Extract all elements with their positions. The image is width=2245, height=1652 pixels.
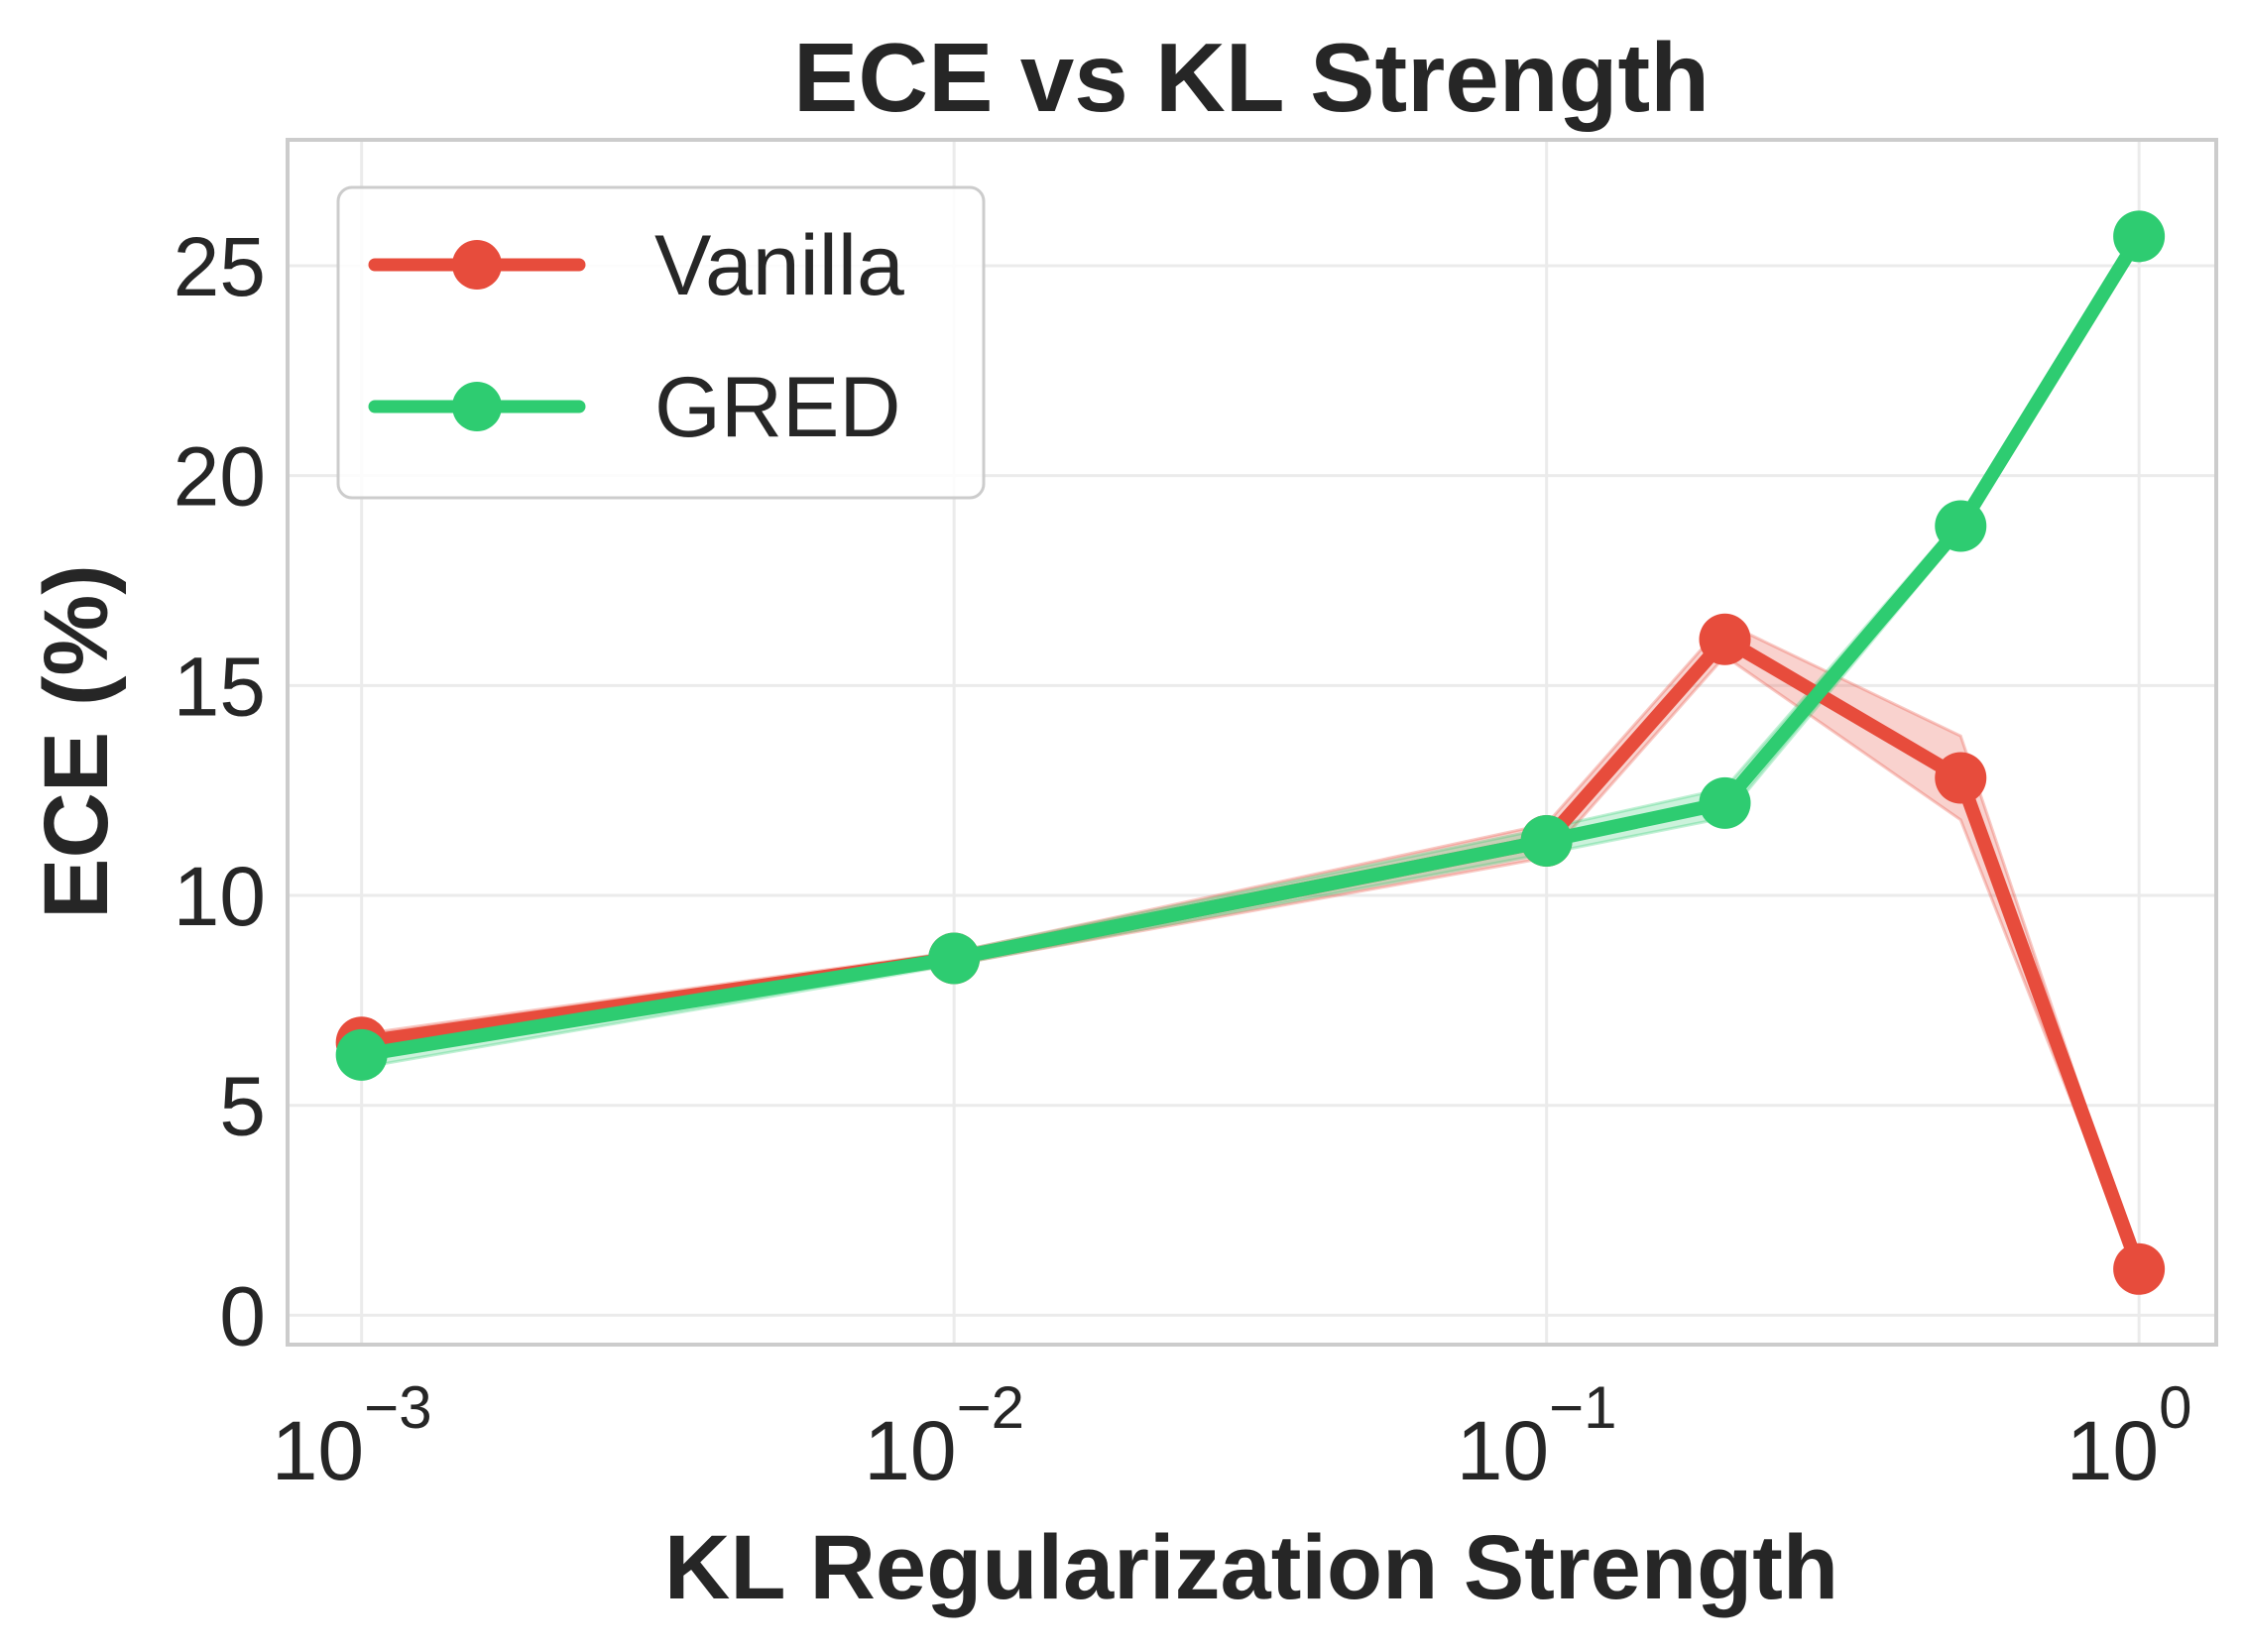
legend: Vanilla GRED [336, 185, 986, 500]
point-gred [335, 1028, 388, 1081]
point-gred [1699, 776, 1751, 829]
plot-frame [286, 138, 2218, 1347]
y-tick-label: 5 [219, 1060, 266, 1153]
point-vanilla [2113, 1242, 2166, 1295]
y-tick-labels: 0 5 10 15 20 25 [174, 220, 266, 1362]
x-tick-label: 10−3 [272, 1374, 432, 1497]
y-tick-label: 20 [174, 430, 266, 524]
y-tick-label: 0 [219, 1269, 266, 1362]
point-gred [2113, 210, 2166, 263]
legend-label-gred: GRED [654, 360, 900, 455]
point-gred [928, 932, 981, 985]
series-lines [335, 210, 2166, 1295]
legend-marker-vanilla [452, 240, 502, 290]
point-vanilla [1699, 613, 1751, 665]
y-axis-label: ECE (%) [26, 564, 127, 919]
point-gred [1935, 500, 1987, 552]
x-tick-label: 10−2 [864, 1374, 1024, 1497]
chart-title: ECE vs KL Strength [793, 23, 1710, 132]
y-tick-label: 15 [174, 640, 266, 733]
point-gred [1520, 814, 1573, 867]
x-tick-label: 100 [2067, 1374, 2192, 1497]
y-tick-label: 10 [174, 850, 266, 943]
line-gred [360, 232, 2146, 1062]
x-axis-label: KL Regularization Strength [664, 1517, 1838, 1618]
legend-marker-gred [452, 382, 502, 431]
y-tick-label: 25 [174, 220, 266, 313]
legend-label-vanilla: Vanilla [654, 218, 904, 313]
x-tick-labels: 10−3 10−2 10−1 100 [272, 1374, 2192, 1497]
x-tick-label: 10−1 [1457, 1374, 1617, 1497]
point-vanilla [1935, 752, 1987, 804]
